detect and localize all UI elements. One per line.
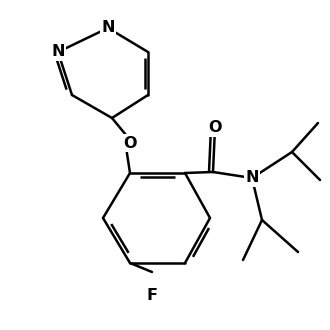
- Text: F: F: [147, 287, 157, 303]
- Text: O: O: [208, 120, 222, 136]
- Text: O: O: [123, 136, 137, 150]
- Text: N: N: [245, 171, 259, 185]
- Text: N: N: [101, 20, 115, 36]
- Text: N: N: [51, 45, 65, 59]
